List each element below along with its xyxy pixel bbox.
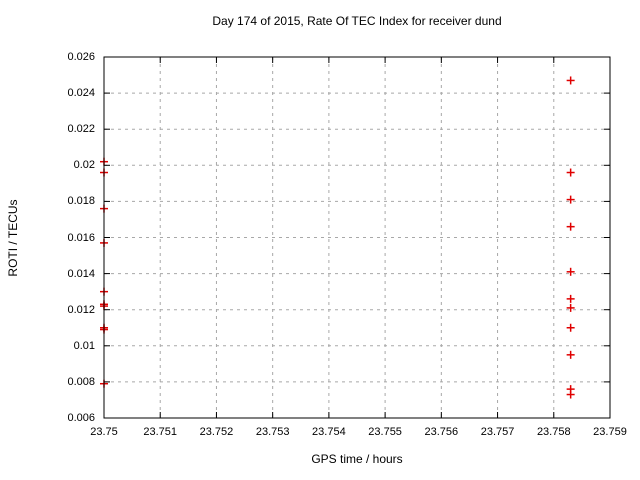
data-point-marker: [566, 222, 575, 231]
x-axis-label: GPS time / hours: [311, 452, 403, 466]
y-tick-label: 0.014: [67, 267, 95, 280]
data-point-marker: [566, 294, 575, 303]
x-tick-label: 23.751: [143, 426, 178, 438]
x-tick-label: 23.75: [90, 426, 118, 438]
data-point-marker: [566, 76, 575, 85]
y-axis-label: ROTI / TECUs: [6, 199, 20, 277]
y-tick-label: 0.018: [67, 195, 95, 208]
chart-title: Day 174 of 2015, Rate Of TEC Index for r…: [212, 14, 502, 28]
data-point-marker: [566, 168, 575, 177]
x-tick-label: 23.753: [255, 426, 290, 438]
y-tick-label: 0.006: [67, 412, 95, 424]
y-tick-label: 0.026: [67, 51, 95, 63]
data-point-marker: [566, 303, 575, 312]
x-tick-label: 23.754: [312, 426, 346, 438]
x-tick-label: 23.759: [593, 426, 627, 438]
x-tick-label: 23.755: [368, 426, 402, 438]
x-tick-label: 23.752: [199, 426, 234, 438]
y-tick-label: 0.024: [67, 87, 95, 100]
data-point-marker: [566, 195, 575, 204]
y-tick-label: 0.008: [67, 375, 95, 388]
data-point-marker: [566, 390, 575, 399]
y-tick-label: 0.01: [73, 339, 95, 352]
x-tick-label: 23.758: [536, 426, 571, 438]
data-point-marker: [566, 350, 575, 359]
data-point-marker: [566, 323, 575, 332]
data-point-marker: [566, 267, 575, 276]
y-tick-label: 0.022: [67, 123, 95, 136]
y-tick-label: 0.02: [73, 159, 95, 172]
x-tick-label: 23.757: [480, 426, 515, 438]
y-tick-label: 0.016: [67, 231, 95, 244]
x-tick-label: 23.756: [424, 426, 459, 438]
y-tick-label: 0.012: [67, 303, 95, 316]
